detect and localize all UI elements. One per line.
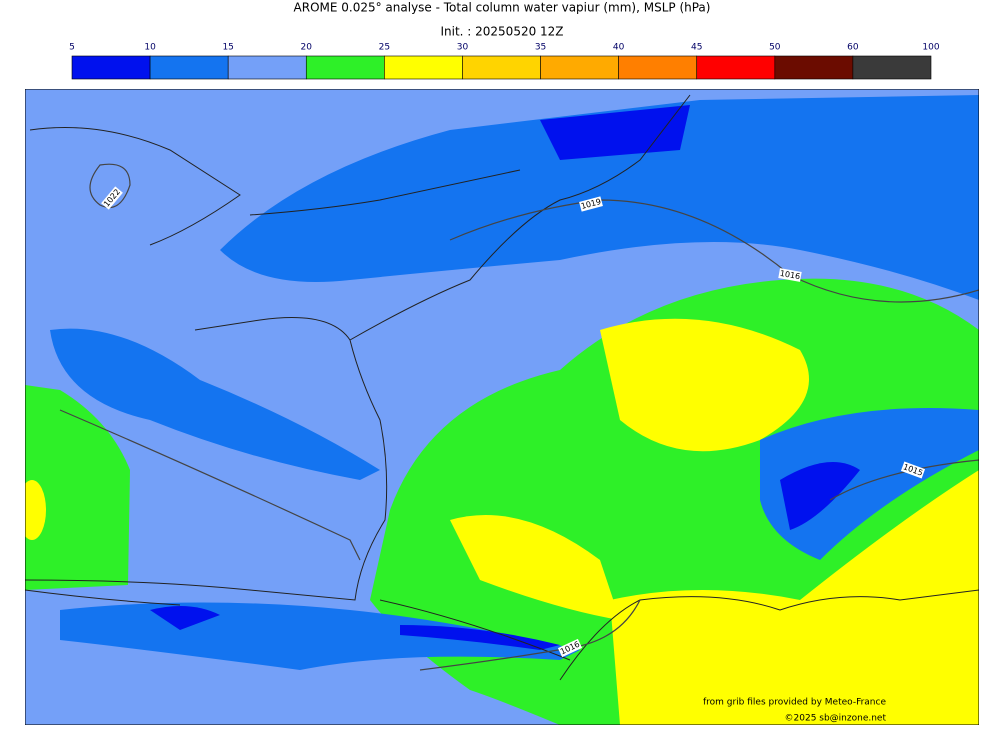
colorbar-tick-label: 5 [69, 43, 75, 53]
colorbar-tick-label: 10 [144, 43, 156, 53]
field-area [150, 606, 220, 630]
field-area [610, 470, 979, 725]
colorbar-tick-label: 40 [613, 43, 625, 53]
colorbar-segment [149, 55, 229, 80]
isobar-label-bg [579, 196, 603, 212]
coastlines [25, 94, 979, 681]
colorbar-tick-label: 35 [535, 43, 546, 53]
colorbar-tick-label: 100 [922, 43, 939, 53]
field-area [25, 385, 130, 590]
isobar-label: 1016 [778, 268, 802, 282]
colorbar-tick-label: 25 [379, 43, 390, 53]
isobar-label-bg [900, 461, 926, 479]
colorbar-tick-label: 45 [691, 43, 702, 53]
colorbar-segment [774, 55, 854, 80]
colorbar-segment [462, 55, 541, 80]
copyright: ©2025 sb@inzone.net [785, 714, 887, 724]
colorbar-segment [696, 55, 776, 80]
isobar-label-bg [101, 186, 123, 210]
colorbar-tick-label: 30 [457, 43, 469, 53]
field-area [400, 625, 560, 650]
colorbar-tick-label: 15 [222, 43, 233, 53]
colorbar-tick-label: 20 [301, 43, 313, 53]
colorbar-segment [227, 55, 307, 80]
title: AROME 0.025° analyse - Total column wate… [294, 1, 711, 15]
isobar-label: 1019 [579, 196, 603, 212]
subtitle: Init. : 20250520 12Z [440, 25, 563, 39]
colorbar-segment [618, 55, 698, 80]
isobar-label-text: 1016 [779, 269, 801, 281]
isobar-label-bg [557, 638, 583, 658]
field-area [600, 318, 809, 452]
field-area [780, 462, 860, 530]
colorbar-segment [384, 55, 463, 80]
isobar-label-bg [778, 268, 802, 282]
isobars [59, 163, 979, 671]
colorbar-segment [540, 55, 619, 80]
field-area [450, 515, 620, 620]
colorbar-tick-label: 50 [769, 43, 781, 53]
colorbar-tick-label: 60 [847, 43, 859, 53]
colorbar-segment [852, 55, 932, 80]
field-area [760, 408, 979, 560]
colorbar-segment [305, 55, 385, 80]
field-area [540, 105, 690, 160]
source-credit: from grib files provided by Meteo-France [703, 698, 886, 708]
field-area [50, 328, 380, 480]
field-area [25, 480, 46, 540]
colorbar-segment [71, 55, 151, 80]
colorbar: 5 10 15 20 25 30 35 40 45 50 60 100 [69, 43, 940, 80]
